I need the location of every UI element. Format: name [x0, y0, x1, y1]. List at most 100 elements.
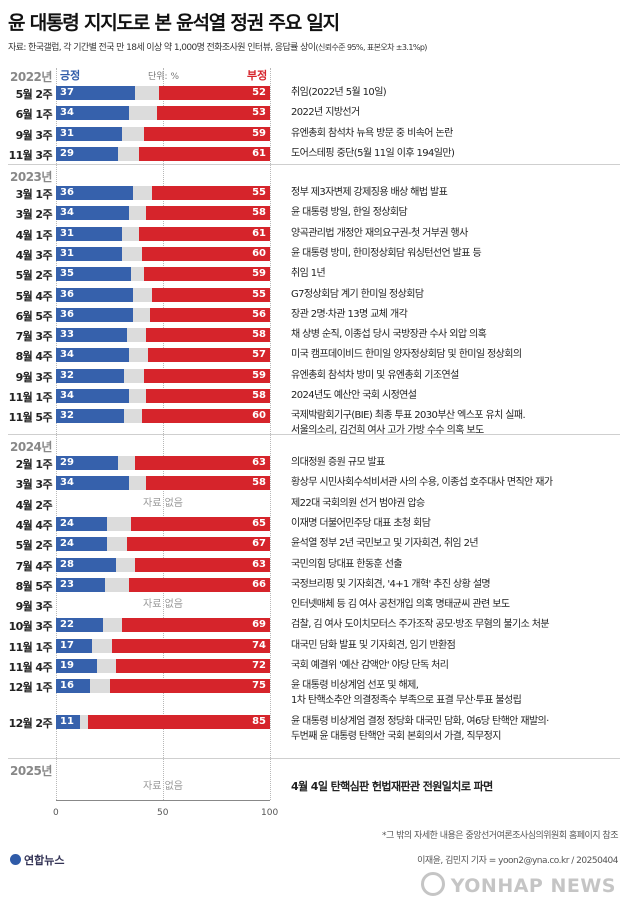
period-label: 11월 1주	[8, 391, 53, 404]
value-negative: 56	[252, 308, 266, 320]
value-positive: 17	[60, 639, 74, 651]
period-label: 9월 3주	[15, 600, 53, 614]
value-negative: 65	[252, 517, 266, 529]
x-tick-label: 50	[157, 808, 169, 818]
bar-positive: 34	[56, 389, 129, 403]
value-positive: 29	[60, 457, 74, 468]
value-positive: 23	[60, 578, 74, 590]
bar-positive: 37	[56, 86, 136, 100]
value-negative: 52	[252, 87, 266, 98]
period-label: 4월 3주	[15, 248, 53, 262]
event-text: 윤 대통령 비상계엄 선포 및 해제,	[291, 680, 419, 692]
bar-track: 31 60	[56, 246, 270, 261]
watermark: YONHAP NEWS	[420, 872, 616, 897]
value-negative: 75	[252, 680, 266, 692]
value-positive: 24	[60, 538, 74, 550]
bar-negative: 61	[139, 226, 270, 241]
event-text: 정부 제3자변제 강제징용 배상 해법 발표	[291, 187, 448, 198]
source-text: 자료: 한국갤럽, 각 기간별 전국 만 18세 이상 약 1,000명 전화조…	[8, 43, 316, 53]
bar-negative: 58	[145, 476, 270, 491]
value-positive: 37	[60, 87, 74, 98]
bar-track: 28 63	[56, 557, 270, 572]
event-text: 검찰, 김 여사 도이치모터스 주가조작 공모·방조 무혐의 불기소 처분	[291, 619, 550, 631]
period-label: 7월 3주	[15, 330, 53, 344]
bar-positive: 17	[56, 638, 93, 653]
bar-track: 36 55	[56, 287, 270, 302]
bar-track: 34 58	[56, 206, 270, 221]
bar-track: 32 60	[56, 409, 270, 424]
value-negative: 58	[252, 207, 266, 219]
event-text: 2022년 지방선거	[291, 107, 360, 119]
period-label: 9월 3주	[15, 128, 53, 142]
no-data-label: 자료 없음	[143, 599, 183, 611]
bar-negative: 65	[130, 516, 270, 531]
event-text: 국정브리핑 및 기자회견, '4+1 개혁' 추진 상황 설명	[291, 578, 491, 590]
bar-negative: 67	[126, 537, 270, 552]
event-text: 윤 대통령 방일, 한일 정상회담	[291, 207, 408, 219]
period-label: 11월 5주	[8, 411, 53, 425]
value-negative: 61	[252, 227, 266, 239]
bar-track: 17 74	[56, 638, 270, 653]
value-negative: 58	[252, 329, 266, 341]
bar-negative: 60	[141, 246, 270, 261]
bar-track: 19 72	[56, 659, 270, 673]
value-positive: 34	[60, 477, 74, 489]
event-text: 도어스테핑 중단(5월 11일 이후 194일만)	[291, 147, 455, 159]
value-positive: 33	[60, 329, 74, 341]
no-data-label: 자료 없음	[143, 497, 183, 509]
event-text: 유엔총회 참석차 뉴욕 방문 중 비속어 논란	[291, 127, 453, 139]
period-label: 12월 1주	[8, 681, 53, 695]
bar-negative: 55	[152, 186, 270, 200]
x-axis	[56, 800, 270, 801]
period-label: 6월 5주	[15, 309, 53, 323]
bar-track: 31 61	[56, 226, 270, 241]
event-text: G7정상회담 계기 한미일 정상회담	[291, 288, 424, 300]
year-label: 2023년	[10, 170, 52, 184]
period-label: 4월 1주	[15, 228, 53, 242]
value-negative: 53	[252, 107, 266, 119]
bar-track: 37 52	[56, 86, 270, 100]
bar-positive: 36	[56, 186, 134, 200]
bar-positive: 34	[56, 206, 129, 221]
value-negative: 59	[252, 369, 266, 381]
bar-negative: 72	[115, 659, 270, 673]
bar-negative: 57	[148, 348, 270, 363]
bar-negative: 59	[143, 126, 270, 141]
value-negative: 59	[252, 268, 266, 280]
x-tick-label: 100	[261, 808, 279, 818]
value-negative: 57	[252, 349, 266, 361]
bar-positive: 34	[56, 348, 129, 363]
period-label: 5월 4주	[15, 289, 53, 303]
bar-track: 11 85	[56, 714, 270, 729]
bar-positive: 34	[56, 106, 129, 121]
bar-negative: 61	[139, 146, 270, 161]
period-label: 6월 1주	[15, 108, 53, 122]
logo-yonhap: 연합뉴스	[10, 852, 64, 868]
value-positive: 29	[60, 147, 74, 159]
period-label: 8월 4주	[15, 350, 53, 364]
event-text: 이재명 더불어민주당 대표 초청 회담	[291, 517, 431, 529]
bar-track: 23 66	[56, 577, 270, 592]
period-label: 10월 3주	[8, 620, 53, 634]
event-text: 제22대 국회의원 선거 범야권 압승	[291, 497, 425, 509]
bar-negative: 58	[145, 206, 270, 221]
bar-positive: 24	[56, 516, 108, 531]
bar-negative: 56	[150, 307, 270, 322]
event-text: 두번째 윤 대통령 탄핵안 국회 본회의서 가결, 직무정지	[291, 730, 501, 742]
value-positive: 36	[60, 288, 74, 300]
value-negative: 66	[252, 578, 266, 590]
period-label: 12월 2주	[8, 716, 53, 730]
period-label: 11월 4주	[8, 661, 53, 674]
bar-track: 29 63	[56, 456, 270, 470]
event-text: 황상무 시민사회수석비서관 사의 수용, 이종섭 호주대사 면직안 재가	[291, 477, 553, 489]
period-label: 5월 2주	[15, 269, 53, 283]
bar-track: 22 69	[56, 618, 270, 633]
value-negative: 85	[252, 715, 266, 727]
event-text: 국회 예결위 '예산 감액안' 야당 단독 처리	[291, 660, 449, 671]
bar-negative: 53	[156, 106, 270, 121]
event-text: 4월 4일 탄핵심판 헌법재판관 전원일치로 파면	[291, 780, 493, 793]
bar-negative: 75	[109, 679, 270, 694]
event-text: 국제박람회기구(BIE) 최종 투표 2030부산 엑스포 유치 실패.	[291, 410, 526, 422]
bar-negative: 85	[88, 714, 270, 729]
value-negative: 55	[252, 187, 266, 198]
